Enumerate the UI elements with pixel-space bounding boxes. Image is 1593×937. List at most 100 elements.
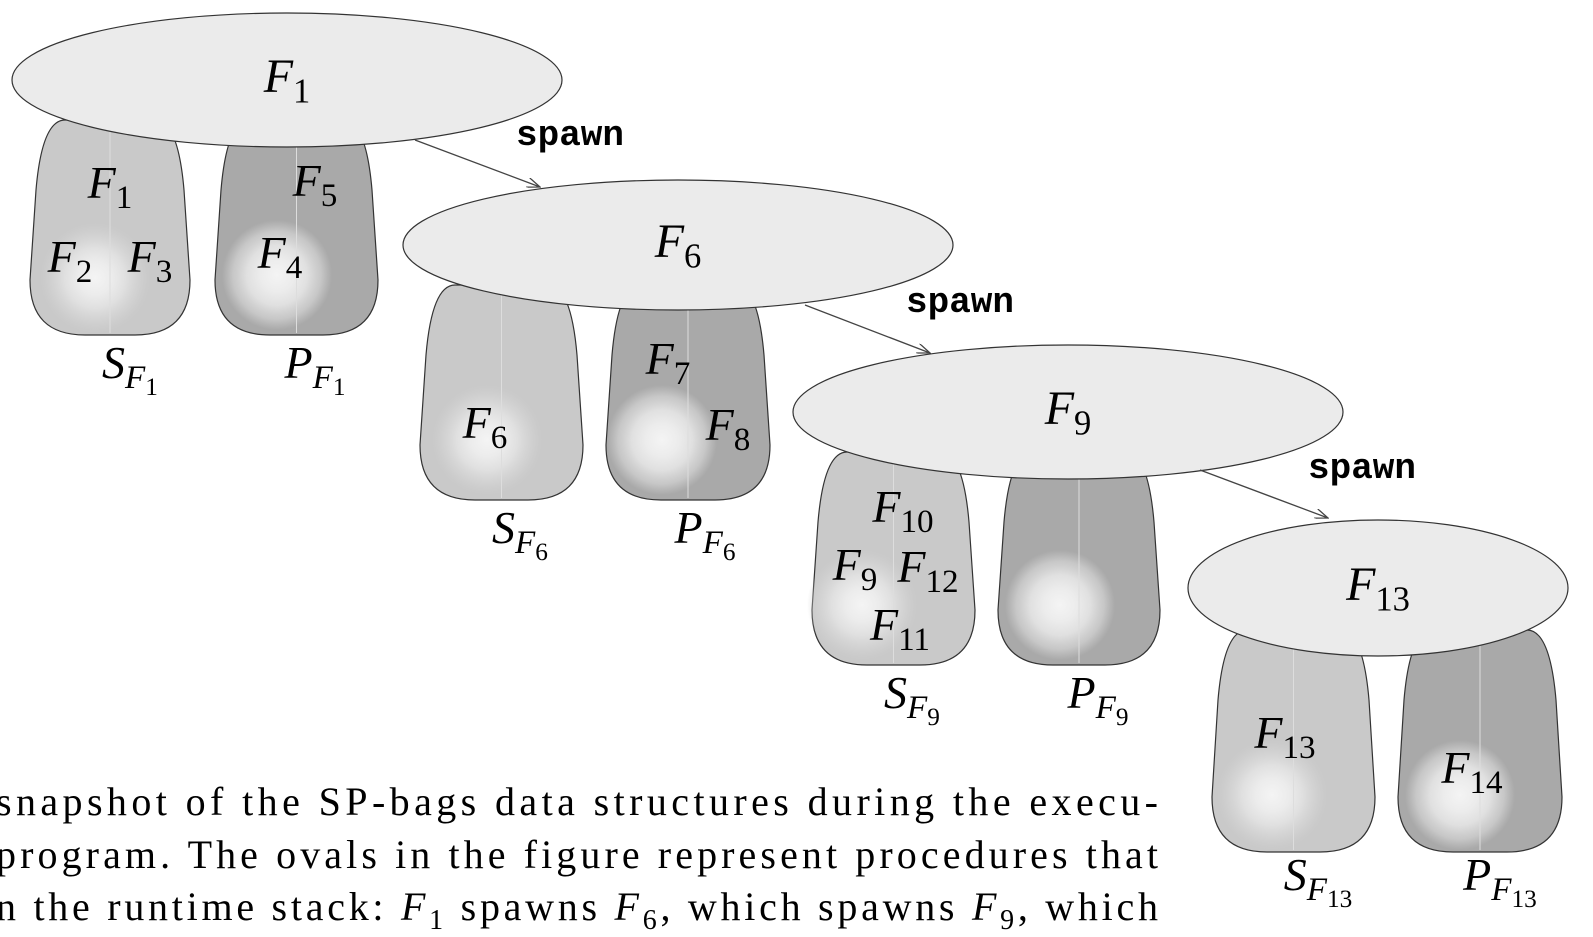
procedure-oval bbox=[11, 12, 563, 148]
math-label: SF6 bbox=[492, 502, 548, 566]
caption-segment: F bbox=[614, 884, 640, 929]
caption-segment: 1 bbox=[429, 905, 443, 936]
procedure-oval bbox=[1187, 519, 1569, 657]
math-label: F9 bbox=[832, 539, 878, 598]
label-sub: 2 bbox=[76, 253, 93, 290]
math-label: SF13 bbox=[1284, 849, 1353, 913]
caption-line: program. The ovals in the figure represe… bbox=[0, 832, 1158, 877]
label-sub: 9 bbox=[1074, 405, 1091, 443]
math-label: F4 bbox=[257, 227, 303, 286]
label-base: F bbox=[47, 231, 77, 282]
caption-line: snapshot of the SP-bags data structures … bbox=[0, 779, 1158, 824]
spawn-label: spawn bbox=[1308, 448, 1416, 489]
math-label: SF1 bbox=[102, 337, 158, 401]
label-subsub: 9 bbox=[927, 703, 940, 731]
bag-highlight bbox=[432, 385, 542, 495]
bag-highlight bbox=[222, 220, 332, 330]
math-label: SF9 bbox=[884, 667, 940, 731]
label-sub: 11 bbox=[898, 621, 930, 658]
label-base: F bbox=[1440, 742, 1470, 793]
label-subsub: 13 bbox=[1327, 885, 1352, 913]
caption-segment: n the runtime stack: bbox=[0, 884, 397, 929]
label-sub: 5 bbox=[321, 177, 338, 214]
label-sub: F bbox=[1306, 871, 1328, 908]
math-label: F13 bbox=[1253, 707, 1315, 766]
label-sub: F bbox=[312, 359, 334, 396]
label-base: F bbox=[292, 155, 322, 206]
label-subsub: 13 bbox=[1512, 885, 1537, 913]
bag-highlight bbox=[807, 550, 917, 660]
spawn-label: spawn bbox=[516, 115, 624, 156]
spawn-arrow bbox=[804, 304, 930, 353]
label-subsub: 1 bbox=[145, 373, 158, 401]
label-base: F bbox=[832, 539, 862, 590]
caption-segment: , which spawns bbox=[660, 884, 968, 929]
math-label: F12 bbox=[896, 541, 958, 600]
label-base: P bbox=[1067, 667, 1096, 718]
label-sub: 10 bbox=[901, 503, 934, 540]
math-label: F10 bbox=[871, 481, 933, 540]
label-base: F bbox=[462, 397, 492, 448]
label-subsub: 9 bbox=[1116, 703, 1129, 731]
label-base: S bbox=[492, 502, 515, 553]
math-label: F1 bbox=[263, 50, 311, 111]
spawn-arrow bbox=[414, 139, 540, 187]
caption-segment: F bbox=[400, 884, 426, 929]
procedure-oval bbox=[792, 344, 1344, 480]
math-label: F5 bbox=[292, 155, 338, 214]
label-sub: 4 bbox=[286, 249, 303, 286]
caption-segment: 6 bbox=[643, 905, 657, 936]
caption: snapshot of the SP-bags data structures … bbox=[0, 779, 1158, 936]
caption-segment: F bbox=[971, 884, 997, 929]
label-base: F bbox=[654, 215, 685, 268]
bag-highlight bbox=[40, 223, 150, 333]
label-base: F bbox=[257, 227, 287, 278]
label-base: F bbox=[869, 599, 899, 650]
math-label: PF9 bbox=[1067, 667, 1129, 731]
label-sub: 6 bbox=[684, 238, 701, 276]
label-sub: F bbox=[702, 524, 724, 561]
label-sub: 12 bbox=[926, 563, 959, 600]
caption-segment: program. The ovals in the figure represe… bbox=[0, 832, 1158, 877]
label-base: P bbox=[284, 337, 313, 388]
math-label: F9 bbox=[1044, 382, 1092, 443]
math-label: F8 bbox=[705, 399, 751, 458]
math-label: PF13 bbox=[1462, 849, 1537, 913]
math-label: F14 bbox=[1440, 742, 1503, 801]
label-sub: F bbox=[514, 524, 536, 561]
label-base: F bbox=[896, 541, 926, 592]
label-base: P bbox=[674, 502, 703, 553]
label-base: S bbox=[102, 337, 125, 388]
label-sub: 6 bbox=[491, 419, 508, 456]
caption-segment: spawns bbox=[447, 884, 611, 929]
label-subsub: 6 bbox=[535, 538, 548, 566]
label-base: F bbox=[1044, 382, 1075, 435]
label-base: F bbox=[263, 50, 294, 103]
label-subsub: 6 bbox=[723, 538, 736, 566]
label-base: F bbox=[705, 399, 735, 450]
bag-highlight bbox=[1005, 550, 1115, 660]
label-sub: 3 bbox=[156, 253, 173, 290]
spawn-label: spawn bbox=[906, 282, 1014, 323]
math-label: F2 bbox=[47, 231, 93, 290]
procedure-oval bbox=[402, 179, 954, 311]
bag-highlight bbox=[1217, 740, 1327, 850]
math-label: F11 bbox=[869, 599, 930, 658]
label-sub: 9 bbox=[861, 561, 878, 598]
label-base: F bbox=[1345, 558, 1376, 611]
label-sub: F bbox=[1490, 871, 1512, 908]
math-label: F13 bbox=[1345, 558, 1410, 619]
label-sub: 7 bbox=[674, 355, 691, 392]
label-base: S bbox=[884, 667, 907, 718]
math-label: F3 bbox=[127, 231, 173, 290]
label-sub: 13 bbox=[1375, 581, 1410, 619]
label-subsub: 1 bbox=[333, 373, 346, 401]
caption-segment: , which bbox=[1018, 884, 1158, 929]
math-label: F7 bbox=[645, 333, 691, 392]
label-sub: 1 bbox=[293, 73, 310, 111]
math-label: PF6 bbox=[674, 502, 736, 566]
label-sub: 8 bbox=[734, 421, 751, 458]
bags bbox=[29, 119, 1563, 853]
